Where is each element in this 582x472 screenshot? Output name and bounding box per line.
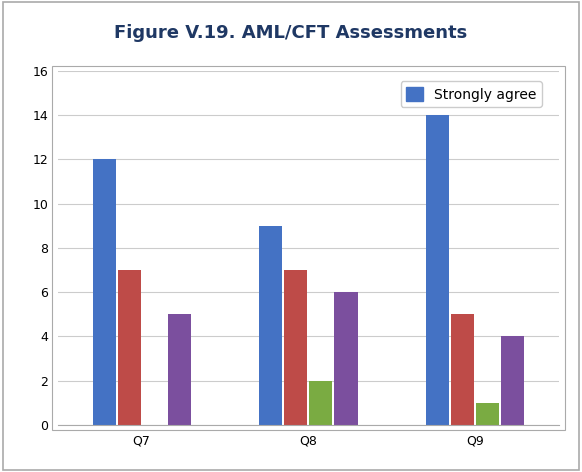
Bar [426, 115, 449, 425]
Legend: Strongly agree: Strongly agree [400, 81, 542, 107]
Bar [476, 403, 499, 425]
Bar [310, 380, 332, 425]
Bar [451, 314, 474, 425]
Bar [501, 336, 524, 425]
Bar [168, 314, 191, 425]
Bar [93, 160, 116, 425]
Bar [118, 270, 141, 425]
Bar [285, 270, 307, 425]
Text: Figure V.19. AML/CFT Assessments: Figure V.19. AML/CFT Assessments [115, 24, 467, 42]
Bar [260, 226, 282, 425]
Bar [335, 292, 357, 425]
